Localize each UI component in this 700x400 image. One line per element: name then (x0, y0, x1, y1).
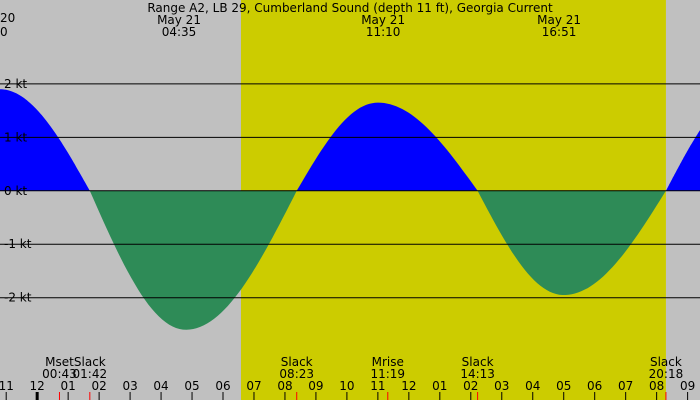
grid-lines (0, 83, 700, 299)
event-name-label: Slack (281, 355, 313, 369)
sun-date-label: May 21 (157, 13, 201, 27)
event-time-label: 14:13 (460, 367, 495, 381)
hour-tick-label: 12 (401, 379, 416, 393)
hour-tick-label: 09 (680, 379, 695, 393)
y-tick-label: -2 kt (4, 291, 32, 305)
event-name-label: Mrise (372, 355, 404, 369)
corner-label-bottom: 0 (0, 25, 8, 39)
hour-tick-label: 03 (494, 379, 509, 393)
hour-tick-label: 08 (649, 379, 664, 393)
corner-label-top: 20 (0, 11, 15, 25)
event-name-label: Slack (74, 355, 106, 369)
hour-tick-label: 01 (432, 379, 447, 393)
hour-tick-label: 01 (61, 379, 76, 393)
sun-date-label: May 21 (361, 13, 405, 27)
hour-tick-label: 12 (30, 379, 45, 393)
hour-tick-label: 06 (587, 379, 602, 393)
sun-time-label: 16:51 (542, 25, 577, 39)
event-time-label: 00:43 (42, 367, 77, 381)
y-tick-label: -1 kt (4, 237, 32, 251)
hour-tick-label: 07 (246, 379, 261, 393)
hour-tick-label: 09 (308, 379, 323, 393)
flood-area (296, 102, 478, 191)
event-time-label: 08:23 (279, 367, 314, 381)
ebb-area (89, 190, 297, 330)
y-axis-labels: 2 kt 1 kt 0 kt -1 kt -2 kt (4, 77, 32, 305)
sun-time-label: 04:35 (162, 25, 197, 39)
event-labels: Mset00:43Slack01:42Slack08:23Mrise11:19S… (42, 355, 683, 400)
hour-tick-label: 11 (0, 379, 14, 393)
hour-tick-label: 02 (91, 379, 106, 393)
current-curve (0, 89, 700, 330)
event-time-label: 20:18 (649, 367, 684, 381)
sun-time-label: 11:10 (366, 25, 401, 39)
y-tick-label: 2 kt (4, 77, 27, 91)
hour-tick-label: 11 (370, 379, 385, 393)
hour-tick-label: 02 (463, 379, 478, 393)
hour-tick-label: 08 (277, 379, 292, 393)
chart-title: Range A2, LB 29, Cumberland Sound (depth… (147, 1, 553, 15)
event-time-label: 01:42 (73, 367, 108, 381)
event-name-label: Mset (45, 355, 74, 369)
y-tick-label: 1 kt (4, 130, 27, 144)
hour-tick-label: 04 (153, 379, 168, 393)
hour-tick-label: 03 (122, 379, 137, 393)
hour-tick-label: 05 (556, 379, 571, 393)
event-name-label: Slack (462, 355, 494, 369)
event-name-label: Slack (650, 355, 682, 369)
sun-date-label: May 21 (537, 13, 581, 27)
hour-tick-label: 05 (184, 379, 199, 393)
flood-area (0, 89, 90, 191)
hour-tick-label: 04 (525, 379, 540, 393)
hour-tick-label: 10 (339, 379, 354, 393)
event-time-label: 11:19 (370, 367, 405, 381)
y-tick-label: 0 kt (4, 184, 27, 198)
ebb-area (477, 190, 666, 295)
hour-tick-label: 06 (215, 379, 230, 393)
flood-area (665, 130, 700, 191)
hour-axis: 11 12 01 02 03 04 05 06 07 08 09 10 11 12 01 02 03 04 05 06… (0, 379, 695, 400)
hour-tick-label: 07 (618, 379, 633, 393)
